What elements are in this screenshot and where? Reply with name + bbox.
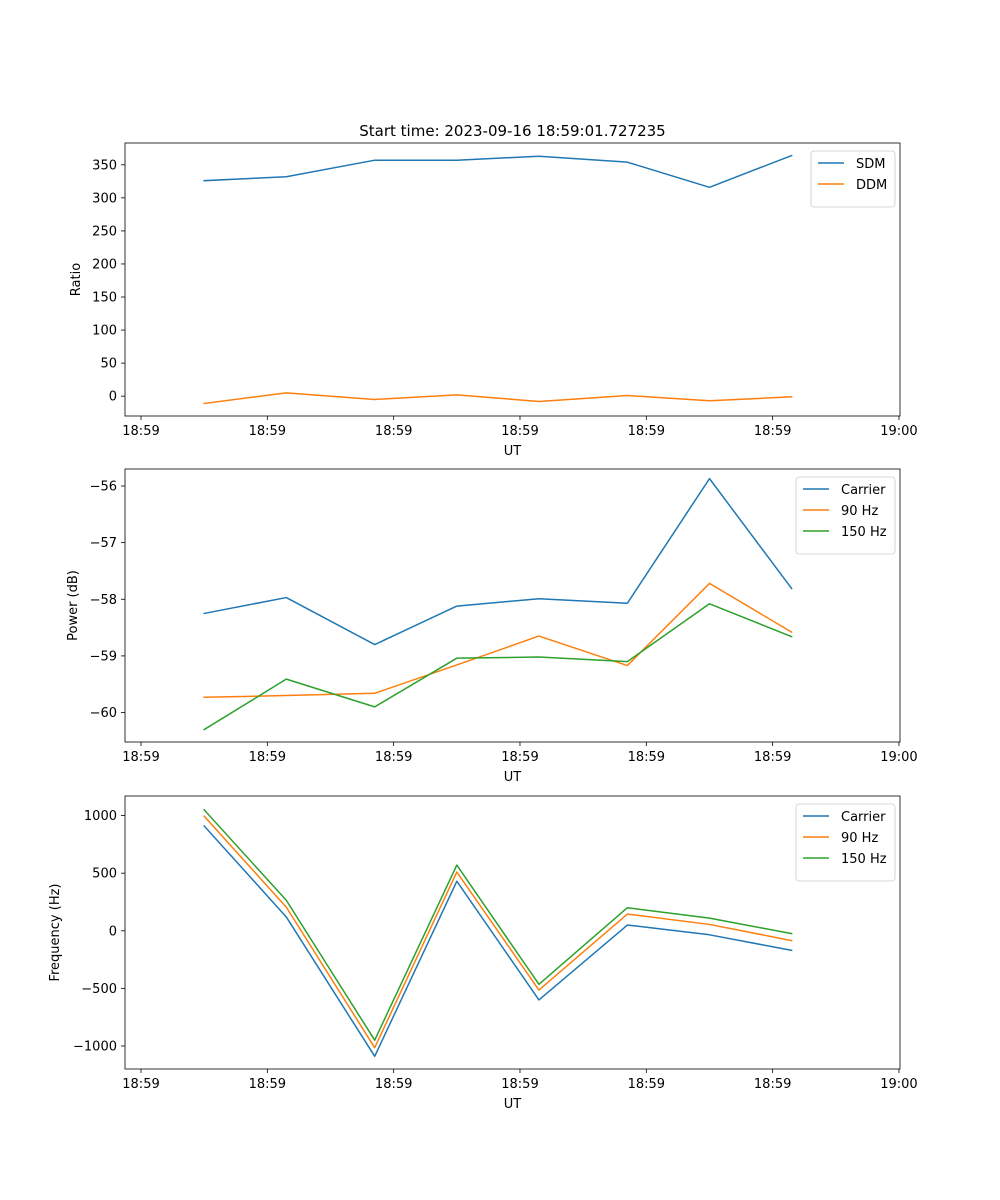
x-tick-label: 18:59	[249, 424, 286, 439]
legend-label: 90 Hz	[841, 504, 878, 519]
axes-frame	[124, 468, 901, 743]
legend-label: Carrier	[841, 810, 886, 825]
series-line-ddm	[203, 392, 793, 405]
legend-label: 90 Hz	[841, 831, 878, 846]
charts-container: 18:59 18:59 18:59 18:59 18:59 18:59 19:00 0 50 10…	[48, 142, 918, 1112]
x-tick-label: 18:59	[375, 424, 412, 439]
x-tick-label: 18:59	[122, 424, 159, 439]
y-tick-label: 100	[92, 324, 117, 339]
series-line-sdm	[203, 154, 793, 189]
x-tick-label: 18:59	[249, 1077, 286, 1092]
legend-box	[795, 476, 896, 555]
x-tick-label: 18:59	[628, 750, 665, 765]
legend-label: SDM	[856, 157, 885, 172]
series-line-150-hz	[203, 603, 793, 731]
x-tick-label: 18:59	[375, 1077, 412, 1092]
series-line-150-hz	[203, 808, 793, 1041]
x-tick-label: 18:59	[754, 424, 791, 439]
x-axis-label: UT	[504, 444, 522, 459]
y-tick-label: −500	[81, 982, 117, 997]
x-tick-label: 18:59	[754, 1077, 791, 1092]
x-tick-label: 18:59	[122, 1077, 159, 1092]
legend-label: 150 Hz	[841, 525, 887, 540]
x-tick-label: 19:00	[880, 750, 917, 765]
legend-label: DDM	[856, 178, 887, 193]
axes-frame	[124, 795, 901, 1070]
series-line-90-hz	[203, 582, 793, 699]
x-tick-label: 18:59	[501, 750, 538, 765]
y-tick-label: 1000	[84, 809, 117, 824]
y-tick-label: 350	[92, 158, 117, 173]
y-axis-label: Power (dB)	[66, 570, 81, 641]
legend-box	[810, 150, 896, 208]
series-line-carrier	[203, 477, 793, 646]
legend-label: 150 Hz	[841, 852, 887, 867]
legend-box	[795, 803, 896, 882]
x-tick-label: 18:59	[754, 750, 791, 765]
x-tick-label: 19:00	[880, 1077, 917, 1092]
chart-2: 18:59 18:59 18:59 18:59 18:59 18:59 19:00 −60 −5…	[66, 468, 918, 785]
figure-title: Start time: 2023-09-16 18:59:01.727235	[359, 122, 665, 140]
y-tick-label: −60	[90, 706, 117, 721]
series-line-carrier	[203, 824, 793, 1058]
y-tick-label: 250	[92, 224, 117, 239]
x-tick-label: 18:59	[628, 1077, 665, 1092]
y-tick-label: −56	[90, 479, 117, 494]
x-tick-label: 18:59	[501, 1077, 538, 1092]
y-axis-label: Frequency (Hz)	[48, 883, 63, 981]
x-tick-label: 18:59	[122, 750, 159, 765]
x-tick-label: 18:59	[628, 424, 665, 439]
x-axis-label: UT	[504, 1097, 522, 1112]
y-tick-label: 200	[92, 257, 117, 272]
y-tick-label: 500	[92, 867, 117, 882]
y-tick-label: −57	[90, 536, 117, 551]
axes-frame	[124, 142, 901, 417]
y-tick-label: 50	[100, 357, 117, 372]
y-tick-label: −59	[90, 649, 117, 664]
y-tick-label: 150	[92, 291, 117, 306]
x-axis-label: UT	[504, 770, 522, 785]
y-tick-label: 300	[92, 191, 117, 206]
x-tick-label: 18:59	[375, 750, 412, 765]
chart-3: 18:59 18:59 18:59 18:59 18:59 18:59 19:00 −1000…	[48, 795, 918, 1112]
y-tick-label: −1000	[73, 1039, 117, 1054]
y-tick-label: −58	[90, 593, 117, 608]
legend-label: Carrier	[841, 483, 886, 498]
x-tick-label: 18:59	[501, 424, 538, 439]
y-tick-label: 0	[109, 924, 117, 939]
x-tick-label: 19:00	[880, 424, 917, 439]
y-axis-label: Ratio	[69, 263, 84, 296]
y-tick-label: 0	[109, 390, 117, 405]
series-line-90-hz	[203, 815, 793, 1049]
chart-1: 18:59 18:59 18:59 18:59 18:59 18:59 19:00 0 50 10…	[69, 142, 918, 459]
x-tick-label: 18:59	[249, 750, 286, 765]
